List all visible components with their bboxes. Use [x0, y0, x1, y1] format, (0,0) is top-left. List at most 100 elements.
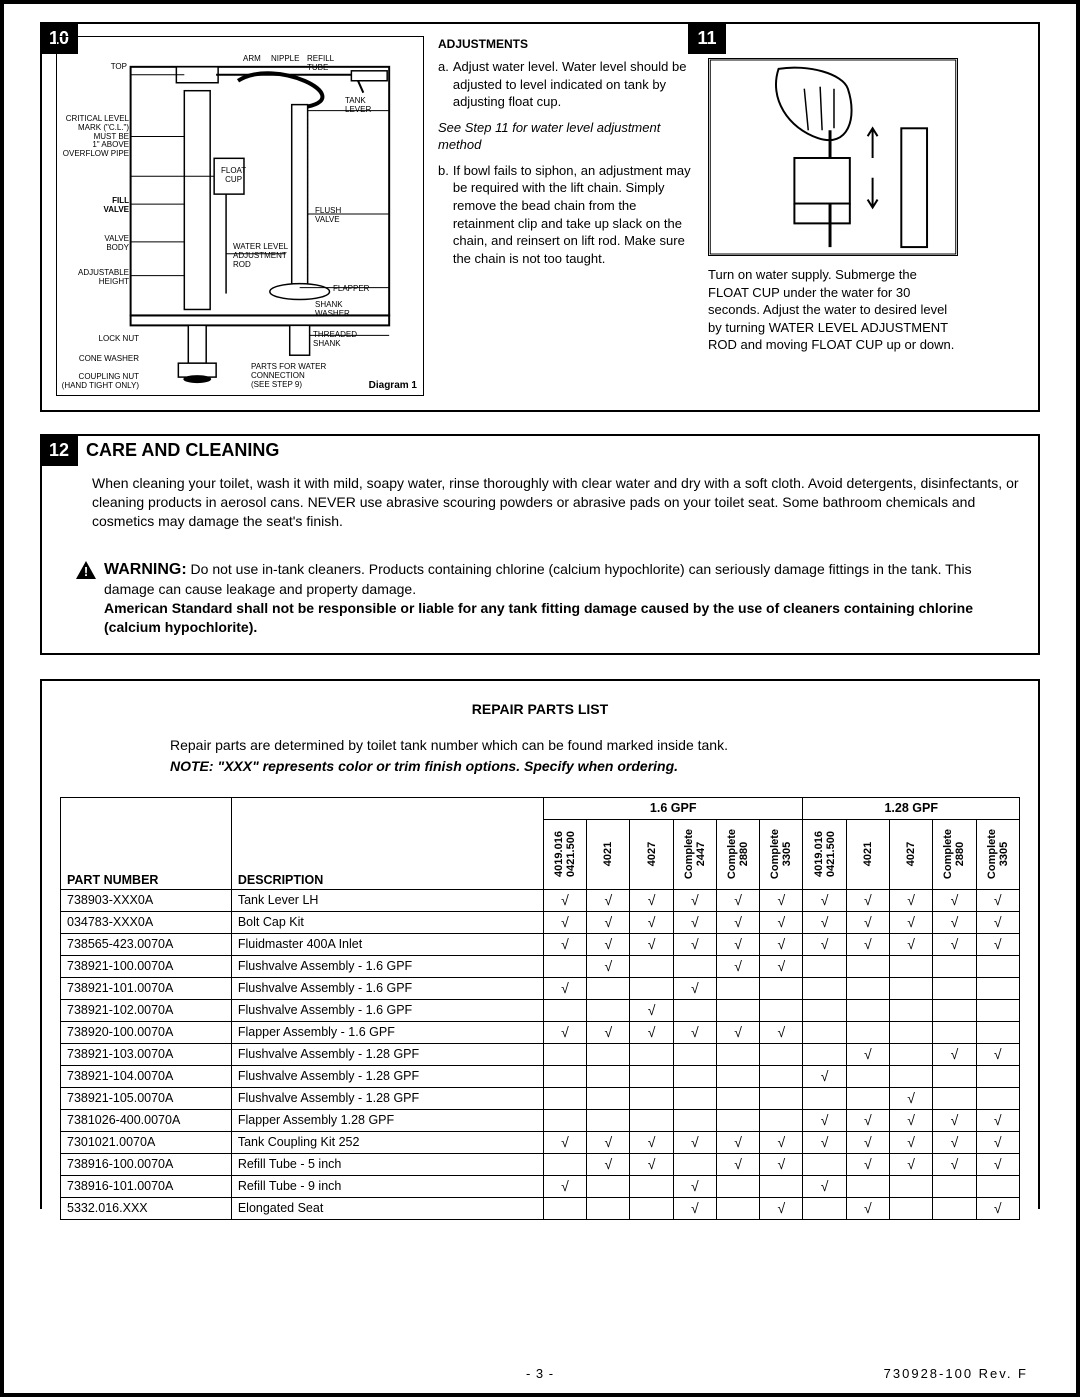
check-cell: √: [933, 1153, 976, 1175]
check-cell: [630, 1065, 673, 1087]
check-cell: [890, 955, 933, 977]
part-desc: Bolt Cap Kit: [231, 911, 543, 933]
check-cell: √: [587, 1153, 630, 1175]
check-cell: √: [630, 889, 673, 911]
check-cell: [846, 977, 889, 999]
check-cell: [716, 977, 759, 999]
check-cell: √: [890, 911, 933, 933]
check-cell: √: [587, 1131, 630, 1153]
check-cell: √: [846, 1131, 889, 1153]
part-desc: Flapper Assembly - 1.6 GPF: [231, 1021, 543, 1043]
check-cell: √: [760, 1153, 803, 1175]
check-cell: [846, 1021, 889, 1043]
lbl-water-rod: WATER LEVEL ADJUSTMENT ROD: [233, 243, 288, 269]
model-col: 4027: [630, 819, 673, 889]
part-number: 738921-101.0070A: [61, 977, 232, 999]
check-cell: √: [716, 1153, 759, 1175]
check-cell: √: [803, 1175, 846, 1197]
part-desc: Flushvalve Assembly - 1.6 GPF: [231, 977, 543, 999]
check-cell: √: [760, 1197, 803, 1219]
check-cell: [760, 1175, 803, 1197]
check-cell: √: [630, 999, 673, 1021]
check-cell: [587, 1087, 630, 1109]
part-desc: Flushvalve Assembly - 1.6 GPF: [231, 999, 543, 1021]
part-desc: Flapper Assembly 1.28 GPF: [231, 1109, 543, 1131]
part-number: 738921-105.0070A: [61, 1087, 232, 1109]
check-cell: √: [803, 1131, 846, 1153]
check-cell: [933, 999, 976, 1021]
warning-icon: !: [76, 561, 96, 579]
check-cell: √: [976, 933, 1019, 955]
check-cell: [846, 999, 889, 1021]
check-cell: √: [673, 1197, 716, 1219]
check-cell: √: [587, 1021, 630, 1043]
part-number: 738921-100.0070A: [61, 955, 232, 977]
warning-label: WARNING:: [104, 561, 187, 578]
check-cell: [673, 1043, 716, 1065]
model-col: 4019.016 0421.500: [543, 819, 586, 889]
lbl-valve-body: VALVE BODY: [75, 235, 129, 253]
check-cell: [803, 999, 846, 1021]
check-cell: √: [543, 889, 586, 911]
part-desc: Flushvalve Assembly - 1.28 GPF: [231, 1043, 543, 1065]
check-cell: √: [890, 1087, 933, 1109]
check-cell: [630, 977, 673, 999]
check-cell: [976, 1065, 1019, 1087]
lbl-top: TOP: [63, 63, 127, 72]
model-col: 4021: [846, 819, 889, 889]
check-cell: √: [760, 889, 803, 911]
check-cell: [673, 1153, 716, 1175]
check-cell: [976, 955, 1019, 977]
check-cell: [673, 1109, 716, 1131]
model-col: Complete 2880: [716, 819, 759, 889]
page-number: - 3 -: [526, 1366, 554, 1381]
table-row: 738921-105.0070AFlushvalve Assembly - 1.…: [61, 1087, 1020, 1109]
care-title: CARE AND CLEANING: [86, 438, 279, 462]
hdr-16gpf: 1.6 GPF: [650, 801, 697, 815]
part-desc: Tank Coupling Kit 252: [231, 1131, 543, 1153]
lbl-coupling-nut: COUPLING NUT (HAND TIGHT ONLY): [57, 373, 139, 391]
table-row: 034783-XXX0ABolt Cap Kit√√√√√√√√√√√: [61, 911, 1020, 933]
part-number: 738916-101.0070A: [61, 1175, 232, 1197]
check-cell: √: [716, 889, 759, 911]
check-cell: [716, 1065, 759, 1087]
hdr-128gpf: 1.28 GPF: [884, 801, 938, 815]
check-cell: [890, 1065, 933, 1087]
table-row: 738920-100.0070AFlapper Assembly - 1.6 G…: [61, 1021, 1020, 1043]
check-cell: √: [846, 1197, 889, 1219]
check-cell: [890, 1175, 933, 1197]
check-cell: √: [846, 889, 889, 911]
check-cell: [673, 1065, 716, 1087]
check-cell: [803, 1153, 846, 1175]
check-cell: √: [803, 911, 846, 933]
lbl-lock-nut: LOCK NUT: [75, 335, 139, 344]
part-number: 738916-100.0070A: [61, 1153, 232, 1175]
adjust-a: Adjust water level. Water level should b…: [453, 58, 694, 111]
lbl-cone-washer: CONE WASHER: [63, 355, 139, 364]
table-row: 7301021.0070ATank Coupling Kit 252√√√√√√…: [61, 1131, 1020, 1153]
check-cell: √: [846, 1043, 889, 1065]
lbl-arm: ARM: [243, 55, 261, 64]
steps-10-11-box: 10 11: [40, 22, 1040, 412]
check-cell: [587, 1109, 630, 1131]
check-cell: √: [716, 955, 759, 977]
check-cell: [543, 1153, 586, 1175]
part-desc: Refill Tube - 5 inch: [231, 1153, 543, 1175]
check-cell: [673, 999, 716, 1021]
check-cell: √: [890, 1109, 933, 1131]
table-row: 7381026-400.0070AFlapper Assembly 1.28 G…: [61, 1109, 1020, 1131]
step-11-badge: 11: [688, 22, 726, 54]
parts-intro-2: NOTE: "XXX" represents color or trim fin…: [170, 758, 678, 774]
check-cell: [760, 999, 803, 1021]
check-cell: √: [587, 955, 630, 977]
check-cell: [803, 977, 846, 999]
check-cell: [890, 1197, 933, 1219]
model-col: 4027: [890, 819, 933, 889]
check-cell: √: [543, 1021, 586, 1043]
check-cell: [976, 1021, 1019, 1043]
check-cell: √: [890, 1131, 933, 1153]
part-number: 7381026-400.0070A: [61, 1109, 232, 1131]
check-cell: [760, 1087, 803, 1109]
lbl-adj-height: ADJUSTABLE HEIGHT: [63, 269, 129, 287]
parts-heading: REPAIR PARTS LIST: [60, 701, 1020, 717]
